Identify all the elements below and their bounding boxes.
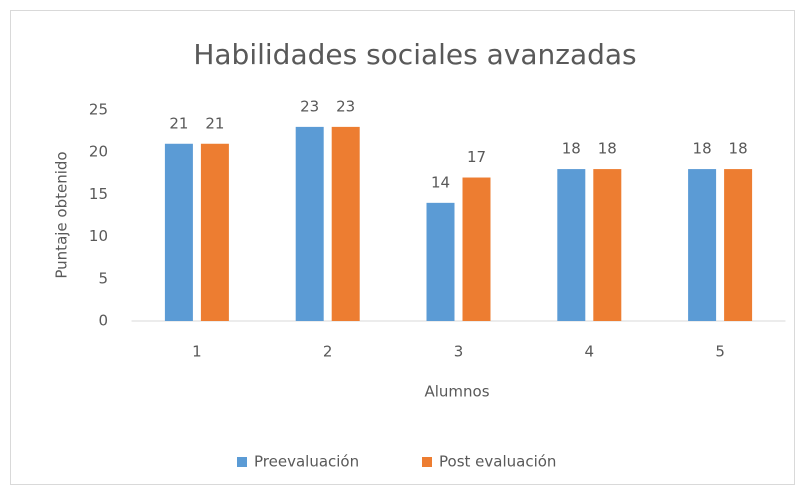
legend-label: Preevaluación [254, 453, 359, 471]
bar [688, 169, 717, 321]
y-tick-label: 5 [98, 269, 108, 287]
chart-border [10, 10, 795, 485]
x-tick-label: 1 [192, 343, 202, 361]
bar [426, 202, 455, 321]
data-label: 23 [336, 97, 355, 115]
x-tick-label: 4 [585, 343, 595, 361]
legend-swatch [422, 457, 432, 467]
data-label: 18 [598, 140, 617, 158]
bar [164, 143, 193, 321]
y-tick-label: 15 [89, 185, 108, 203]
y-tick-label: 10 [89, 227, 108, 245]
x-axis-label: Alumnos [424, 383, 489, 401]
x-tick-label: 2 [323, 343, 333, 361]
data-label: 14 [431, 173, 450, 191]
legend-label: Post evaluación [439, 453, 556, 471]
data-label: 21 [205, 114, 224, 132]
bar [462, 177, 491, 321]
bar [295, 126, 324, 321]
data-label: 21 [169, 114, 188, 132]
y-tick-label: 25 [89, 101, 108, 119]
data-label: 18 [693, 140, 712, 158]
bar [593, 169, 622, 321]
data-label: 18 [729, 140, 748, 158]
bar [557, 169, 586, 321]
data-label: 18 [562, 140, 581, 158]
y-tick-label: 20 [89, 143, 108, 161]
x-tick-label: 5 [715, 343, 725, 361]
data-label: 23 [300, 97, 319, 115]
y-tick-label: 0 [98, 312, 108, 330]
x-tick-label: 3 [454, 343, 464, 361]
legend-swatch [237, 457, 247, 467]
chart-title: Habilidades sociales avanzadas [193, 38, 636, 71]
bar [200, 143, 229, 321]
y-axis-label: Puntaje obtenido [53, 151, 71, 278]
bar [724, 169, 753, 321]
bar [331, 126, 360, 321]
data-label: 17 [467, 148, 486, 166]
